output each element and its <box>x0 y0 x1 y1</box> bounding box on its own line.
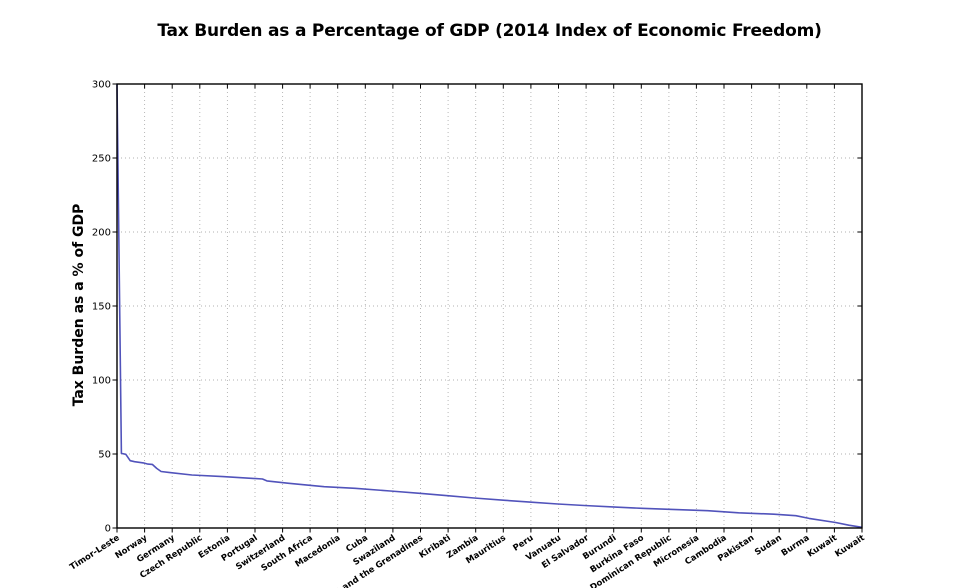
x-tick-label: Sudan <box>753 533 784 558</box>
data-line <box>116 83 863 529</box>
x-tick-label: Kuwait <box>833 533 866 559</box>
chart-title: Tax Burden as a Percentage of GDP (2014 … <box>157 21 822 41</box>
y-tick-label: 50 <box>98 450 111 461</box>
y-tick-label: 200 <box>92 228 111 239</box>
x-tick-label: Burma <box>780 533 812 559</box>
tick-marks <box>112 83 863 533</box>
plot-border <box>116 83 863 529</box>
y-tick-label: 100 <box>92 376 111 387</box>
y-tick-label: 150 <box>92 302 111 313</box>
y-tick-labels: 0 50 100 150 200 250 300 <box>92 80 111 535</box>
y-tick-label: 300 <box>92 80 111 91</box>
x-tick-label: Kuwait <box>806 533 839 559</box>
grid <box>117 83 862 528</box>
y-tick-label: 250 <box>92 154 111 165</box>
y-tick-label: 0 <box>105 524 111 535</box>
